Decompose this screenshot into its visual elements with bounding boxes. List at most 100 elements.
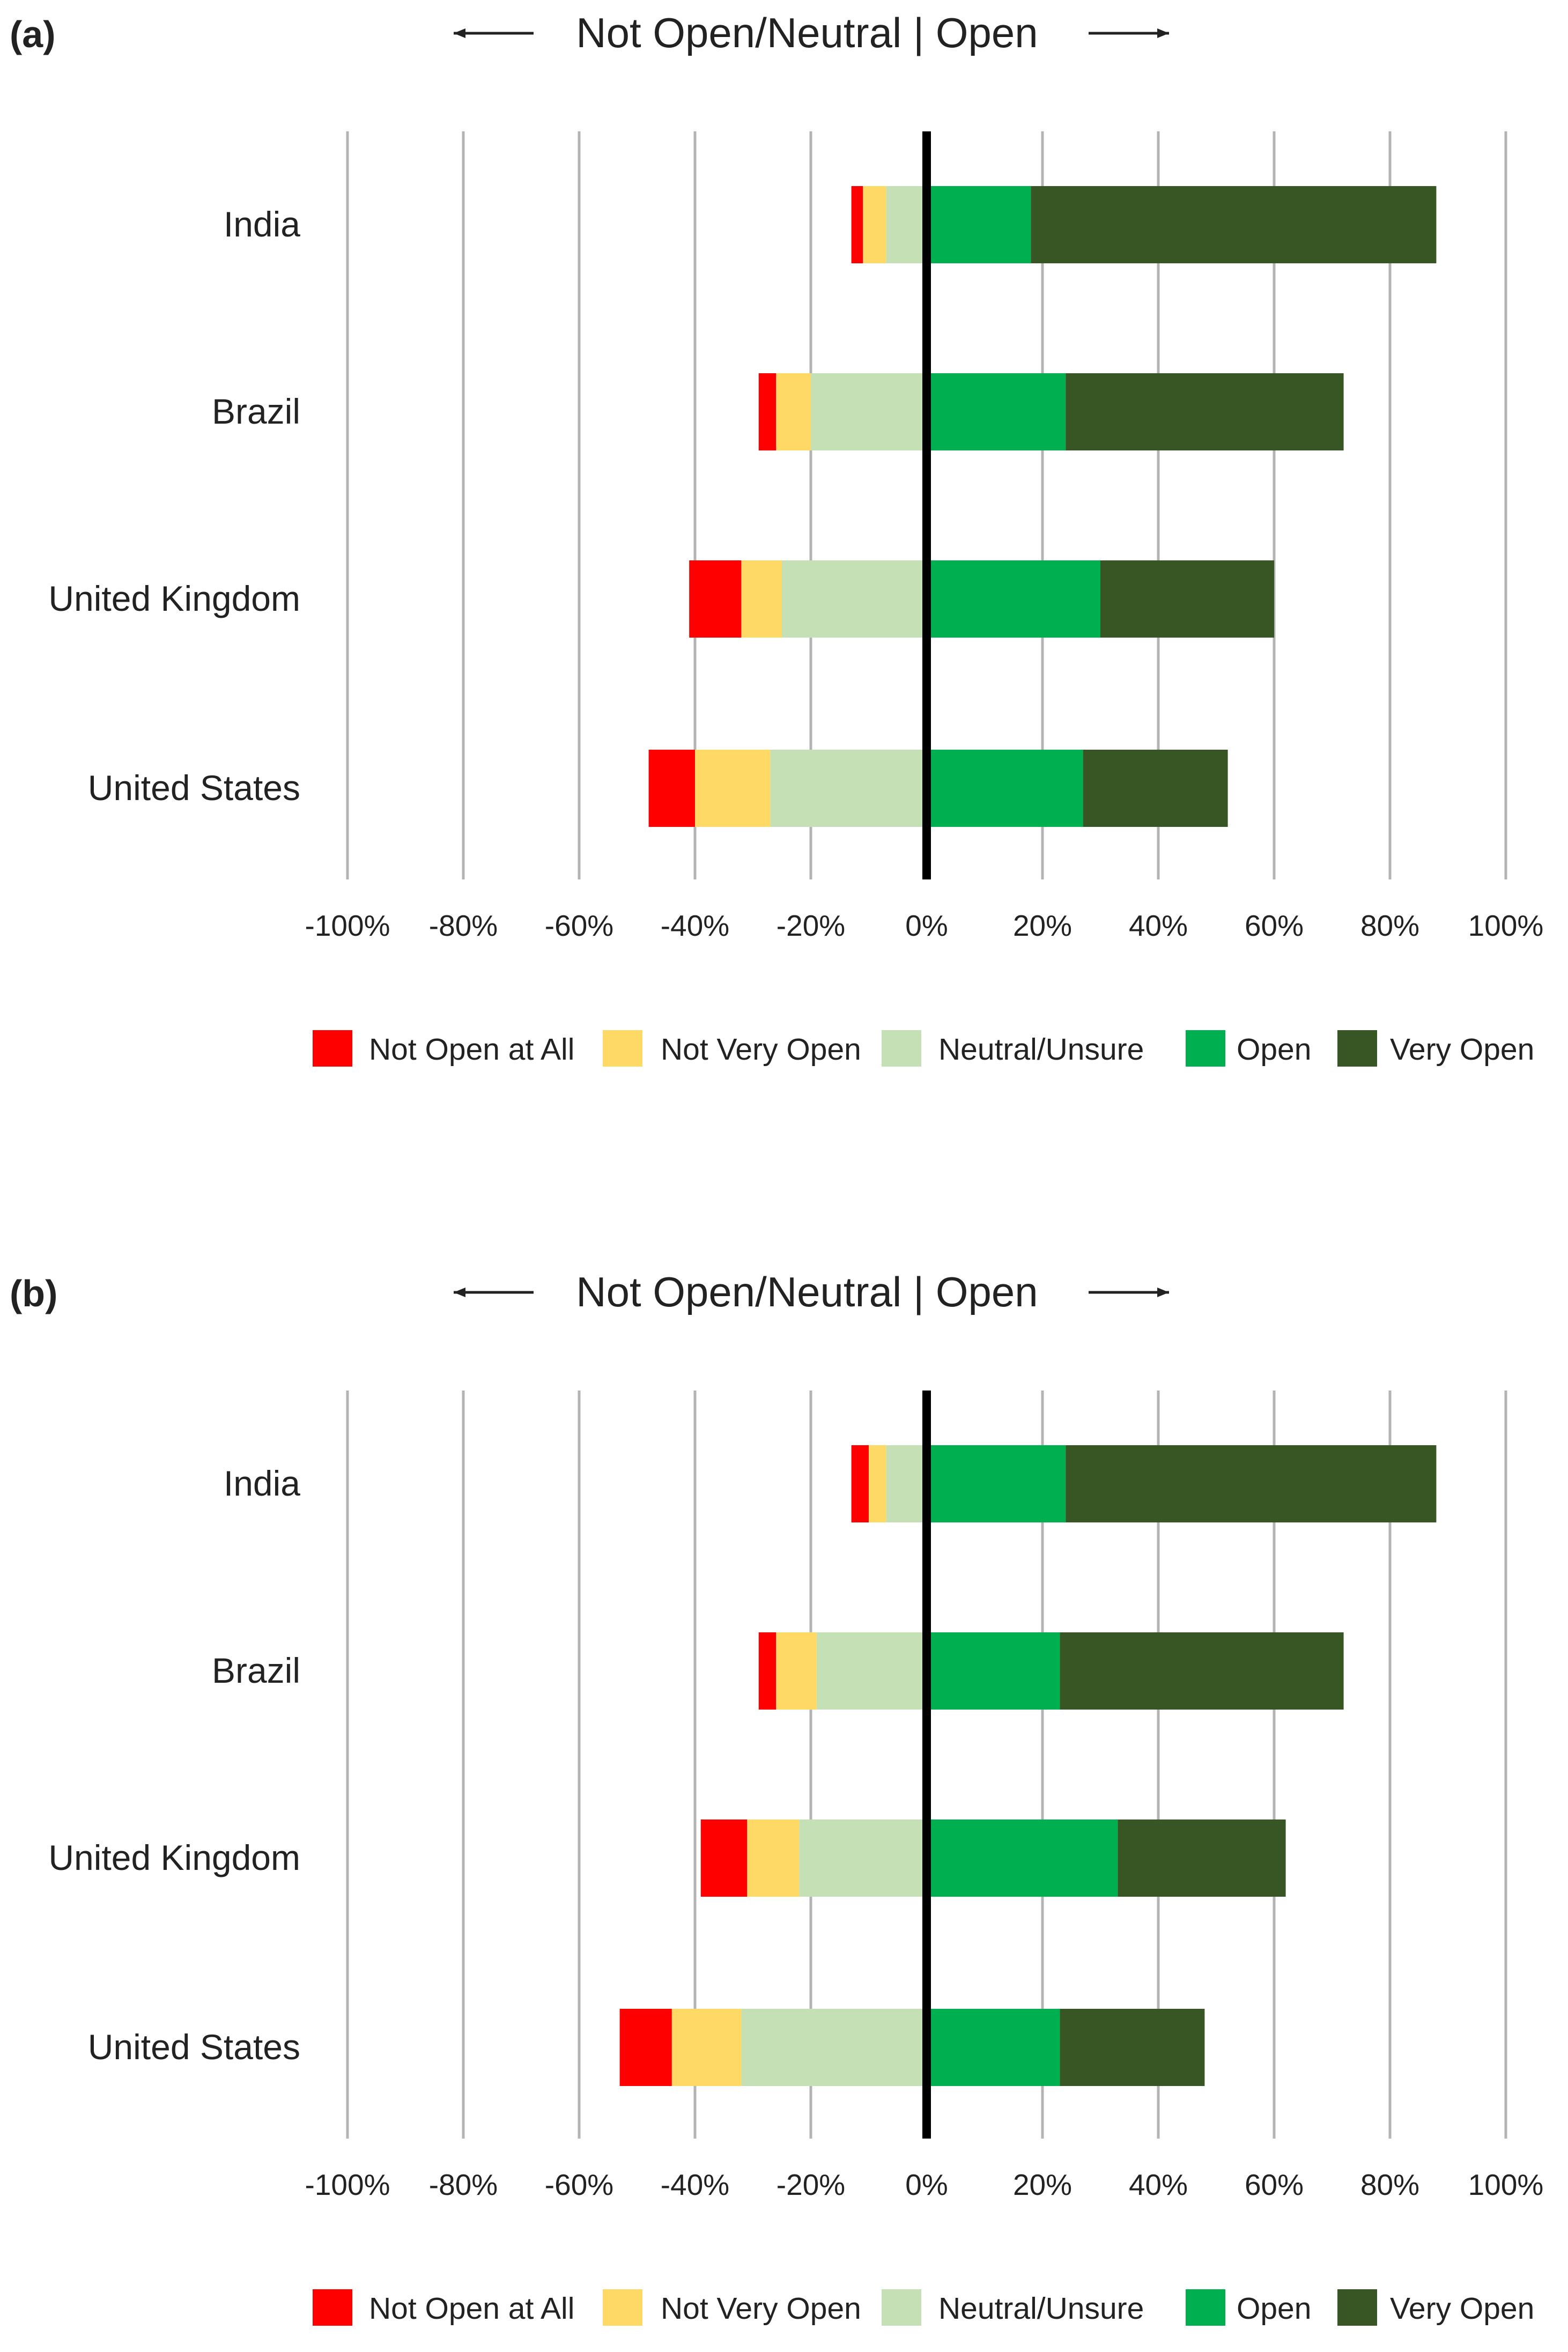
x-tick-label: 60% <box>1245 909 1304 942</box>
legend-label-not-very-open: Not Very Open <box>661 2291 861 2326</box>
bar-brazil-open <box>927 1632 1060 1710</box>
x-tick-label: -60% <box>545 2168 613 2201</box>
x-tick-label: 80% <box>1360 2168 1419 2201</box>
bar-india-not-open-at-all <box>851 186 863 263</box>
bar-brazil-very-open <box>1066 373 1344 450</box>
bar-india-very-open <box>1066 1445 1437 1522</box>
bar-brazil-not-open-at-all <box>758 373 776 450</box>
bar-brazil-open <box>927 373 1066 450</box>
bar-united-states-neutral-unsure <box>770 750 927 827</box>
left-arrow-icon <box>454 28 465 38</box>
bar-india-not-very-open <box>869 1445 886 1522</box>
x-tick-label: 60% <box>1245 2168 1304 2201</box>
bar-brazil-very-open <box>1060 1632 1344 1710</box>
legend-swatch-not-very-open <box>603 2289 642 2326</box>
legend-label-very-open: Very Open <box>1390 1032 1534 1067</box>
x-tick-label: 20% <box>1013 2168 1072 2201</box>
legend-label-open: Open <box>1237 1032 1311 1067</box>
right-arrow-icon <box>1157 1288 1169 1297</box>
bar-united-states-open <box>927 2009 1060 2086</box>
category-label-brazil: Brazil <box>212 1651 300 1690</box>
panel-label: (a) <box>10 13 56 55</box>
x-tick-label: 0% <box>905 2168 948 2201</box>
bar-united-states-neutral-unsure <box>741 2009 927 2086</box>
legend-label-not-open-at-all: Not Open at All <box>369 2291 574 2326</box>
bar-united-states-not-very-open <box>695 750 771 827</box>
legend-swatch-open <box>1186 1030 1225 1067</box>
bar-brazil-neutral-unsure <box>816 1632 927 1710</box>
bar-brazil-not-very-open <box>776 373 811 450</box>
chart-title: Not Open/Neutral | Open <box>576 9 1038 56</box>
x-tick-label: 40% <box>1129 2168 1188 2201</box>
x-tick-label: 40% <box>1129 909 1188 942</box>
right-arrow-icon <box>1157 28 1169 38</box>
category-label-brazil: Brazil <box>212 391 300 431</box>
left-arrow-icon <box>454 1288 465 1297</box>
legend-swatch-neutral-unsure <box>882 2289 921 2326</box>
bar-united-kingdom-not-open-at-all <box>689 560 742 638</box>
x-tick-label: -100% <box>305 909 390 942</box>
bar-united-kingdom-open <box>927 1820 1118 1897</box>
bar-united-states-open <box>927 750 1083 827</box>
legend-label-very-open: Very Open <box>1390 2291 1534 2326</box>
x-tick-label: -80% <box>429 909 498 942</box>
category-label-india: India <box>224 204 300 244</box>
bar-india-neutral-unsure <box>886 1445 927 1522</box>
legend-swatch-open <box>1186 2289 1225 2326</box>
x-tick-label: 0% <box>905 909 948 942</box>
bar-brazil-not-open-at-all <box>758 1632 776 1710</box>
x-tick-label: -60% <box>545 909 613 942</box>
bar-united-states-not-very-open <box>671 2009 742 2086</box>
x-tick-label: -100% <box>305 2168 390 2201</box>
x-tick-label: -20% <box>776 909 845 942</box>
x-tick-label: 100% <box>1468 2168 1544 2201</box>
bar-india-not-very-open <box>863 186 886 263</box>
bar-india-open <box>927 1445 1066 1522</box>
chart-panel-b: (b) Not Open/Neutral | Open India Brazil Uni… <box>10 1268 1543 2326</box>
chart-panel-a: (a) Not Open/Neutral | Open India Brazil Uni… <box>10 9 1543 1067</box>
bar-united-states-not-open-at-all <box>619 2009 672 2086</box>
category-label-united-states: United States <box>88 2027 300 2067</box>
bar-united-kingdom-not-very-open <box>747 1820 800 1897</box>
x-tick-label: -80% <box>429 2168 498 2201</box>
legend-label-open: Open <box>1237 2291 1311 2326</box>
bar-united-kingdom-open <box>927 560 1100 638</box>
x-tick-label: 100% <box>1468 909 1544 942</box>
bar-india-neutral-unsure <box>886 186 927 263</box>
bar-united-kingdom-neutral-unsure <box>799 1820 927 1897</box>
bar-united-kingdom-very-open <box>1100 560 1274 638</box>
legend-label-not-open-at-all: Not Open at All <box>369 1032 574 1067</box>
bar-india-open <box>927 186 1031 263</box>
bar-united-kingdom-neutral-unsure <box>782 560 927 638</box>
x-tick-label: 80% <box>1360 909 1419 942</box>
legend-swatch-neutral-unsure <box>882 1030 921 1067</box>
category-label-united-states: United States <box>88 768 300 808</box>
x-tick-label: -40% <box>661 2168 729 2201</box>
legend-swatch-not-open-at-all <box>313 2289 352 2326</box>
legend-swatch-not-very-open <box>603 1030 642 1067</box>
bar-india-very-open <box>1031 186 1437 263</box>
legend-label-neutral-unsure: Neutral/Unsure <box>938 1032 1144 1067</box>
legend-swatch-very-open <box>1337 2289 1377 2326</box>
bar-united-kingdom-very-open <box>1118 1820 1286 1897</box>
bar-united-states-very-open <box>1083 750 1228 827</box>
panel-label: (b) <box>10 1273 57 1314</box>
category-label-india: India <box>224 1463 300 1503</box>
bar-united-kingdom-not-very-open <box>741 560 782 638</box>
legend-swatch-not-open-at-all <box>313 1030 352 1067</box>
bar-india-not-open-at-all <box>851 1445 869 1522</box>
bar-brazil-not-very-open <box>776 1632 817 1710</box>
bar-united-states-very-open <box>1060 2009 1205 2086</box>
x-tick-label: 20% <box>1013 909 1072 942</box>
x-tick-label: -40% <box>661 909 729 942</box>
legend-swatch-very-open <box>1337 1030 1377 1067</box>
category-label-united-kingdom: United Kingdom <box>48 1838 300 1877</box>
legend-label-neutral-unsure: Neutral/Unsure <box>938 2291 1144 2326</box>
bar-brazil-neutral-unsure <box>811 373 927 450</box>
legend-label-not-very-open: Not Very Open <box>661 1032 861 1067</box>
bar-united-kingdom-not-open-at-all <box>700 1820 748 1897</box>
category-label-united-kingdom: United Kingdom <box>48 579 300 618</box>
chart-title: Not Open/Neutral | Open <box>576 1268 1038 1315</box>
x-tick-label: -20% <box>776 2168 845 2201</box>
